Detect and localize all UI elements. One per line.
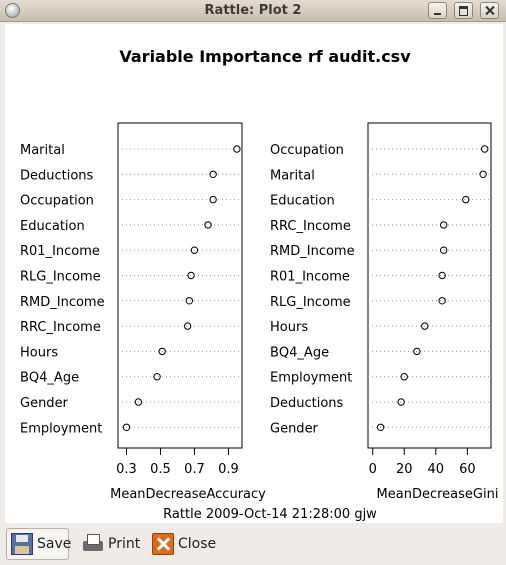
panel-2-tick-label: 0 — [369, 462, 377, 477]
panel-1-xlabel: MeanDecreaseAccuracy — [110, 487, 266, 502]
panel-2-category-label: RLG_Income — [270, 295, 351, 310]
plot-area: Variable Importance rf audit.csv Marital D… — [5, 24, 503, 523]
panel-1-point — [209, 195, 217, 204]
panel-1-point — [209, 170, 217, 179]
panel-1-category-label: RMD_Income — [20, 295, 105, 310]
chart-title: Variable Importance rf audit.csv — [119, 47, 411, 66]
panel-2-category-label: Hours — [270, 320, 308, 335]
panel-2-point — [439, 246, 448, 254]
panel-1-category-label: R01_Income — [20, 244, 100, 259]
panel-1-point — [153, 373, 161, 381]
panel-1-point — [204, 221, 212, 229]
print-label: Print — [108, 536, 141, 552]
panel-1-point — [183, 322, 192, 330]
floppy-disk-icon — [11, 533, 33, 555]
close-window-icon[interactable] — [480, 2, 499, 19]
panel-1-category-label: RRC_Income — [20, 320, 101, 335]
panel-2-point — [397, 398, 405, 406]
panel-1-point — [233, 145, 241, 153]
panel-2-tick-label: 20 — [396, 462, 413, 477]
panel-1-point — [185, 297, 194, 305]
bottom-toolbar: Save Print Close — [0, 524, 506, 565]
minimize-icon[interactable] — [428, 2, 447, 19]
panel-2-point — [376, 423, 385, 431]
panel-2-point — [400, 373, 408, 381]
panel-1-category-label: BQ4_Age — [20, 371, 79, 386]
panel-2-category-label: RMD_Income — [270, 244, 355, 259]
panel-2-category-label: BQ4_Age — [270, 345, 329, 360]
panel-1-frame — [117, 122, 243, 449]
close-icon — [152, 533, 174, 555]
panel-1-category-label: Marital — [20, 143, 65, 158]
panel-1-point — [134, 398, 143, 406]
close-label: Close — [178, 536, 217, 552]
save-label: Save — [37, 536, 72, 552]
plot-footer: Rattle 2009-Oct-14 21:28:00 gjw — [163, 507, 377, 522]
save-button[interactable]: Save — [6, 528, 72, 560]
panel-1-category-label: Gender — [20, 396, 69, 411]
panel-1-tick-label: 0.3 — [116, 462, 137, 477]
panel-2-point — [462, 195, 470, 204]
variable-importance-chart: Variable Importance rf audit.csv Marital D… — [20, 47, 499, 522]
panel-2-point — [438, 271, 446, 280]
panel-1-category-label: Employment — [20, 421, 102, 436]
panel-2-category-label: Deductions — [270, 396, 344, 411]
panel-2-point — [439, 221, 448, 229]
panel-2-category-label: Employment — [270, 371, 352, 386]
panel-2-point — [479, 170, 487, 179]
panel-1-category-label: Deductions — [20, 168, 94, 183]
panel-2-category-label: Education — [270, 194, 335, 209]
panel-2-xlabel: MeanDecreaseGini — [377, 487, 499, 502]
close-button[interactable]: Close — [148, 528, 218, 560]
panel-1-tick-label: 0.5 — [150, 462, 171, 477]
panel-1-category-label: Education — [20, 219, 85, 234]
print-button[interactable]: Print — [78, 528, 142, 560]
panel-2-point — [413, 347, 421, 356]
panel-2-point — [421, 322, 429, 330]
panel-2-category-label: Gender — [270, 421, 319, 436]
printer-icon — [82, 533, 104, 555]
panel-1-category-label: Occupation — [20, 194, 94, 209]
panel-2-category-label: R01_Income — [270, 270, 350, 285]
panel-2-point — [480, 145, 489, 153]
panel-1-point — [158, 347, 166, 356]
window-title: Rattle: Plot 2 — [204, 3, 302, 18]
panel-1-point — [122, 423, 131, 431]
app-icon[interactable] — [5, 3, 20, 18]
panel-2-tick-label: 60 — [459, 462, 476, 477]
panel-1-point — [190, 246, 199, 254]
panel-1-category-label: Hours — [20, 345, 58, 360]
panel-2-tick-label: 40 — [428, 462, 445, 477]
window-titlebar[interactable]: Rattle: Plot 2 — [0, 0, 506, 22]
panel-2-category-label: Marital — [270, 168, 315, 183]
panel-1-category-label: RLG_Income — [20, 270, 101, 285]
panel-2-point — [438, 297, 446, 305]
panel-1-tick-label: 0.9 — [218, 462, 239, 477]
panel-1-point — [187, 271, 195, 280]
panel-2-category-label: Occupation — [270, 143, 344, 158]
panel-2-category-label: RRC_Income — [270, 219, 351, 234]
panel-2-frame — [367, 122, 492, 449]
maximize-icon[interactable] — [454, 2, 473, 19]
panel-1-tick-label: 0.7 — [184, 462, 205, 477]
